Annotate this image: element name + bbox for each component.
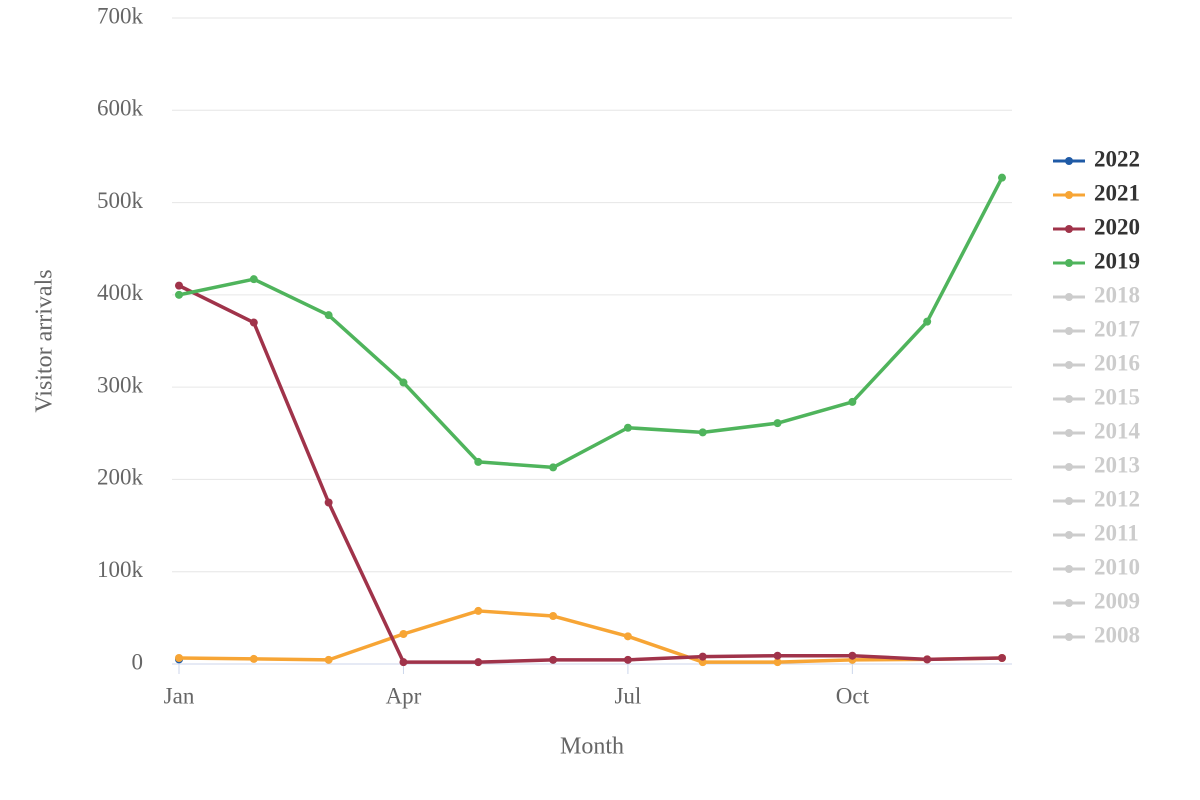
data-point — [698, 428, 707, 437]
data-point — [249, 275, 258, 284]
x-tick-label: Jul — [614, 683, 641, 708]
legend-symbol — [1065, 395, 1073, 403]
legend-symbol — [1065, 361, 1073, 369]
data-point — [399, 658, 408, 667]
legend-symbol — [1065, 327, 1073, 335]
y-tick-label: 300k — [97, 372, 144, 397]
legend-label: 2022 — [1094, 146, 1140, 171]
legend-symbol — [1065, 463, 1073, 471]
series-line — [178, 284, 1003, 664]
y-axis-title: Visitor arrivals — [32, 269, 58, 412]
data-point — [399, 378, 408, 387]
data-point — [998, 173, 1006, 182]
data-point — [474, 658, 483, 667]
data-point — [773, 658, 782, 667]
data-point — [549, 463, 558, 472]
legend-symbol — [1065, 599, 1073, 607]
series-line — [178, 176, 1004, 470]
data-point — [249, 654, 258, 663]
legend-symbol — [1065, 293, 1073, 301]
data-point — [923, 655, 932, 664]
legend-symbol — [1065, 497, 1073, 505]
legend-label: 2021 — [1094, 180, 1140, 205]
legend-label: 2018 — [1094, 282, 1140, 307]
legend-label: 2016 — [1094, 350, 1140, 375]
legend-label: 2010 — [1094, 554, 1140, 579]
legend-label: 2014 — [1094, 418, 1141, 443]
data-point — [998, 654, 1006, 663]
legend-symbol — [1065, 259, 1073, 267]
y-tick-label: 600k — [97, 96, 144, 121]
y-tick-label: 700k — [97, 3, 144, 28]
legend-symbol — [1065, 565, 1073, 573]
data-point — [623, 632, 632, 641]
x-axis-title: Month — [560, 734, 624, 760]
y-tick-label: 500k — [97, 188, 144, 213]
y-tick-label: 200k — [97, 465, 144, 490]
legend-label: 2015 — [1094, 384, 1140, 409]
data-point — [698, 658, 707, 667]
legend-label: 2009 — [1094, 588, 1140, 613]
legend-label: 2012 — [1094, 486, 1140, 511]
data-point — [175, 281, 183, 290]
y-tick-label: 100k — [97, 557, 144, 582]
series-line — [178, 609, 1003, 664]
data-point — [623, 655, 632, 664]
x-tick-label: Apr — [386, 683, 422, 708]
data-point — [549, 655, 558, 664]
data-point — [623, 423, 632, 432]
data-point — [848, 651, 857, 660]
data-point — [848, 397, 857, 406]
data-point — [474, 606, 483, 615]
data-point — [324, 311, 333, 320]
data-point — [923, 317, 932, 326]
data-point — [773, 651, 782, 660]
data-point — [698, 652, 707, 661]
data-point — [175, 654, 183, 663]
data-point — [474, 457, 483, 466]
legend-symbol — [1065, 633, 1073, 641]
data-point — [324, 655, 333, 664]
legend-label: 2008 — [1094, 622, 1140, 647]
x-tick-label: Oct — [836, 683, 870, 708]
legend-label: 2017 — [1094, 316, 1140, 341]
legend-label: 2011 — [1094, 520, 1139, 545]
data-point — [249, 318, 258, 327]
data-point — [399, 630, 408, 639]
legend-label: 2013 — [1094, 452, 1140, 477]
x-tick-label: Jan — [164, 683, 195, 708]
legend-symbol — [1065, 429, 1073, 437]
legend-symbol — [1065, 531, 1073, 539]
data-point — [773, 419, 782, 428]
data-point — [175, 290, 183, 299]
legend-label: 2019 — [1094, 248, 1140, 273]
legend-label: 2020 — [1094, 214, 1140, 239]
y-tick-label: 400k — [97, 280, 144, 305]
data-point — [324, 498, 333, 507]
y-tick-label: 0 — [132, 649, 144, 674]
legend-symbol — [1065, 157, 1073, 165]
data-point — [549, 612, 558, 621]
legend-symbol — [1065, 191, 1073, 199]
legend-symbol — [1065, 225, 1073, 233]
